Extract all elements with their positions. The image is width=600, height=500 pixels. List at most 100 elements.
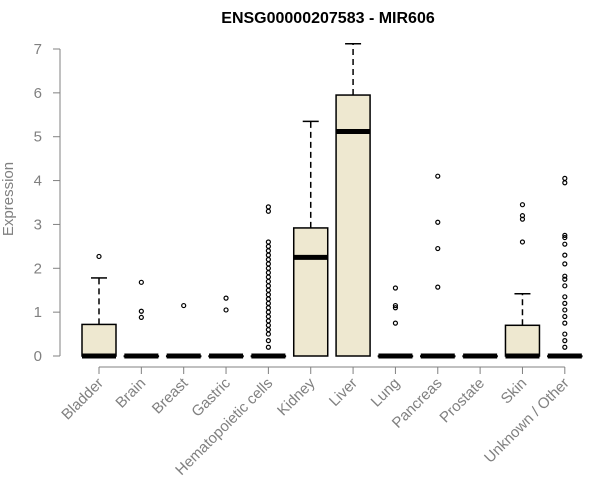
- box-9: [462, 353, 498, 359]
- outlier-point: [138, 279, 144, 285]
- outlier-point: [265, 261, 271, 267]
- x-tick-label: Brain: [112, 375, 149, 412]
- outlier-point: [223, 295, 229, 301]
- x-tick-label: Bladder: [58, 375, 107, 424]
- outlier-point: [562, 252, 568, 258]
- outlier-point: [265, 313, 271, 320]
- y-tick-label: 2: [34, 260, 42, 277]
- box-rect: [292, 227, 329, 357]
- y-tick-label: 3: [34, 216, 42, 233]
- box-0: [81, 253, 117, 359]
- outlier-point: [265, 256, 271, 263]
- outlier-point: [562, 283, 568, 289]
- outlier-point: [519, 202, 526, 208]
- outlier-point: [265, 344, 271, 350]
- outlier-point: [223, 307, 229, 313]
- outlier-point: [265, 248, 271, 254]
- outlier-point: [265, 327, 271, 333]
- outlier-point: [265, 309, 271, 315]
- chart-title: ENSG00000207583 - MIR606: [221, 10, 435, 27]
- outlier-point: [562, 241, 568, 247]
- x-tick-label: Liver: [326, 375, 361, 410]
- outlier-point: [265, 300, 271, 306]
- outlier-point: [138, 308, 144, 314]
- box-11: [547, 175, 583, 359]
- outlier-point: [435, 245, 441, 252]
- outlier-point: [96, 253, 102, 260]
- outlier-point: [265, 278, 271, 285]
- outlier-point: [562, 344, 568, 350]
- outlier-point: [138, 314, 144, 321]
- box-rect: [335, 94, 371, 357]
- outlier-point: [265, 296, 271, 302]
- outlier-point: [519, 239, 526, 245]
- box-1: [123, 279, 160, 359]
- outlier-point: [562, 307, 568, 313]
- outlier-point: [265, 318, 271, 324]
- outlier-point: [435, 284, 441, 290]
- box-rect: [81, 323, 117, 357]
- box-10: [504, 202, 541, 359]
- box-7: [377, 285, 414, 359]
- outlier-point: [265, 265, 271, 271]
- y-tick-label: 1: [34, 304, 42, 321]
- outlier-point: [562, 261, 568, 267]
- box-6: [335, 42, 371, 357]
- outlier-point: [265, 305, 271, 311]
- outlier-point: [265, 204, 271, 210]
- outlier-point: [392, 302, 399, 309]
- y-tick-label: 7: [34, 41, 42, 58]
- outlier-point: [562, 320, 568, 326]
- outlier-point: [562, 294, 568, 300]
- outlier-point: [562, 273, 568, 279]
- y-tick-label: 6: [34, 85, 42, 102]
- outlier-point: [519, 213, 526, 219]
- outlier-point: [562, 232, 568, 238]
- outlier-point: [265, 252, 271, 258]
- box-4: [250, 204, 287, 359]
- outlier-point: [265, 292, 271, 298]
- outlier-point: [392, 285, 399, 291]
- y-tick-label: 0: [34, 348, 42, 365]
- outlier-point: [435, 219, 441, 225]
- outlier-point: [562, 234, 568, 241]
- outlier-point: [265, 322, 271, 328]
- outlier-point: [562, 331, 568, 337]
- outlier-point: [435, 173, 441, 179]
- x-tick-label: Breast: [149, 374, 192, 417]
- outlier-point: [265, 208, 271, 214]
- y-tick-label: 4: [34, 173, 42, 190]
- box-2: [165, 302, 202, 359]
- x-tick-label: Prostate: [436, 375, 488, 427]
- outlier-point: [392, 320, 399, 326]
- outlier-point: [562, 300, 568, 306]
- outlier-point: [265, 239, 271, 245]
- y-axis: 0 1 2 3 4 5 6 7: [34, 41, 61, 365]
- box-8: [420, 173, 456, 359]
- outlier-point: [265, 283, 271, 289]
- outlier-point: [392, 305, 399, 311]
- x-tick-label: Kidney: [274, 374, 319, 419]
- box-rect: [504, 324, 541, 357]
- x-tick-label: Lung: [368, 375, 404, 411]
- outlier-point: [265, 243, 271, 249]
- outlier-point: [562, 180, 568, 186]
- outlier-point: [562, 276, 568, 282]
- outlier-point: [562, 175, 568, 181]
- outlier-point: [562, 313, 568, 320]
- x-tick-label: Skin: [498, 375, 531, 408]
- outlier-point: [265, 274, 271, 280]
- outlier-point: [265, 331, 271, 337]
- boxes-group: [81, 42, 583, 359]
- y-tick-label: 5: [34, 129, 42, 146]
- outlier-point: [181, 302, 187, 309]
- outlier-point: [265, 338, 271, 344]
- outlier-point: [562, 338, 568, 344]
- outlier-point: [265, 270, 271, 276]
- y-axis-label: Expression: [0, 162, 17, 236]
- box-3: [208, 295, 244, 359]
- box-5: [292, 120, 329, 357]
- outlier-point: [265, 287, 271, 293]
